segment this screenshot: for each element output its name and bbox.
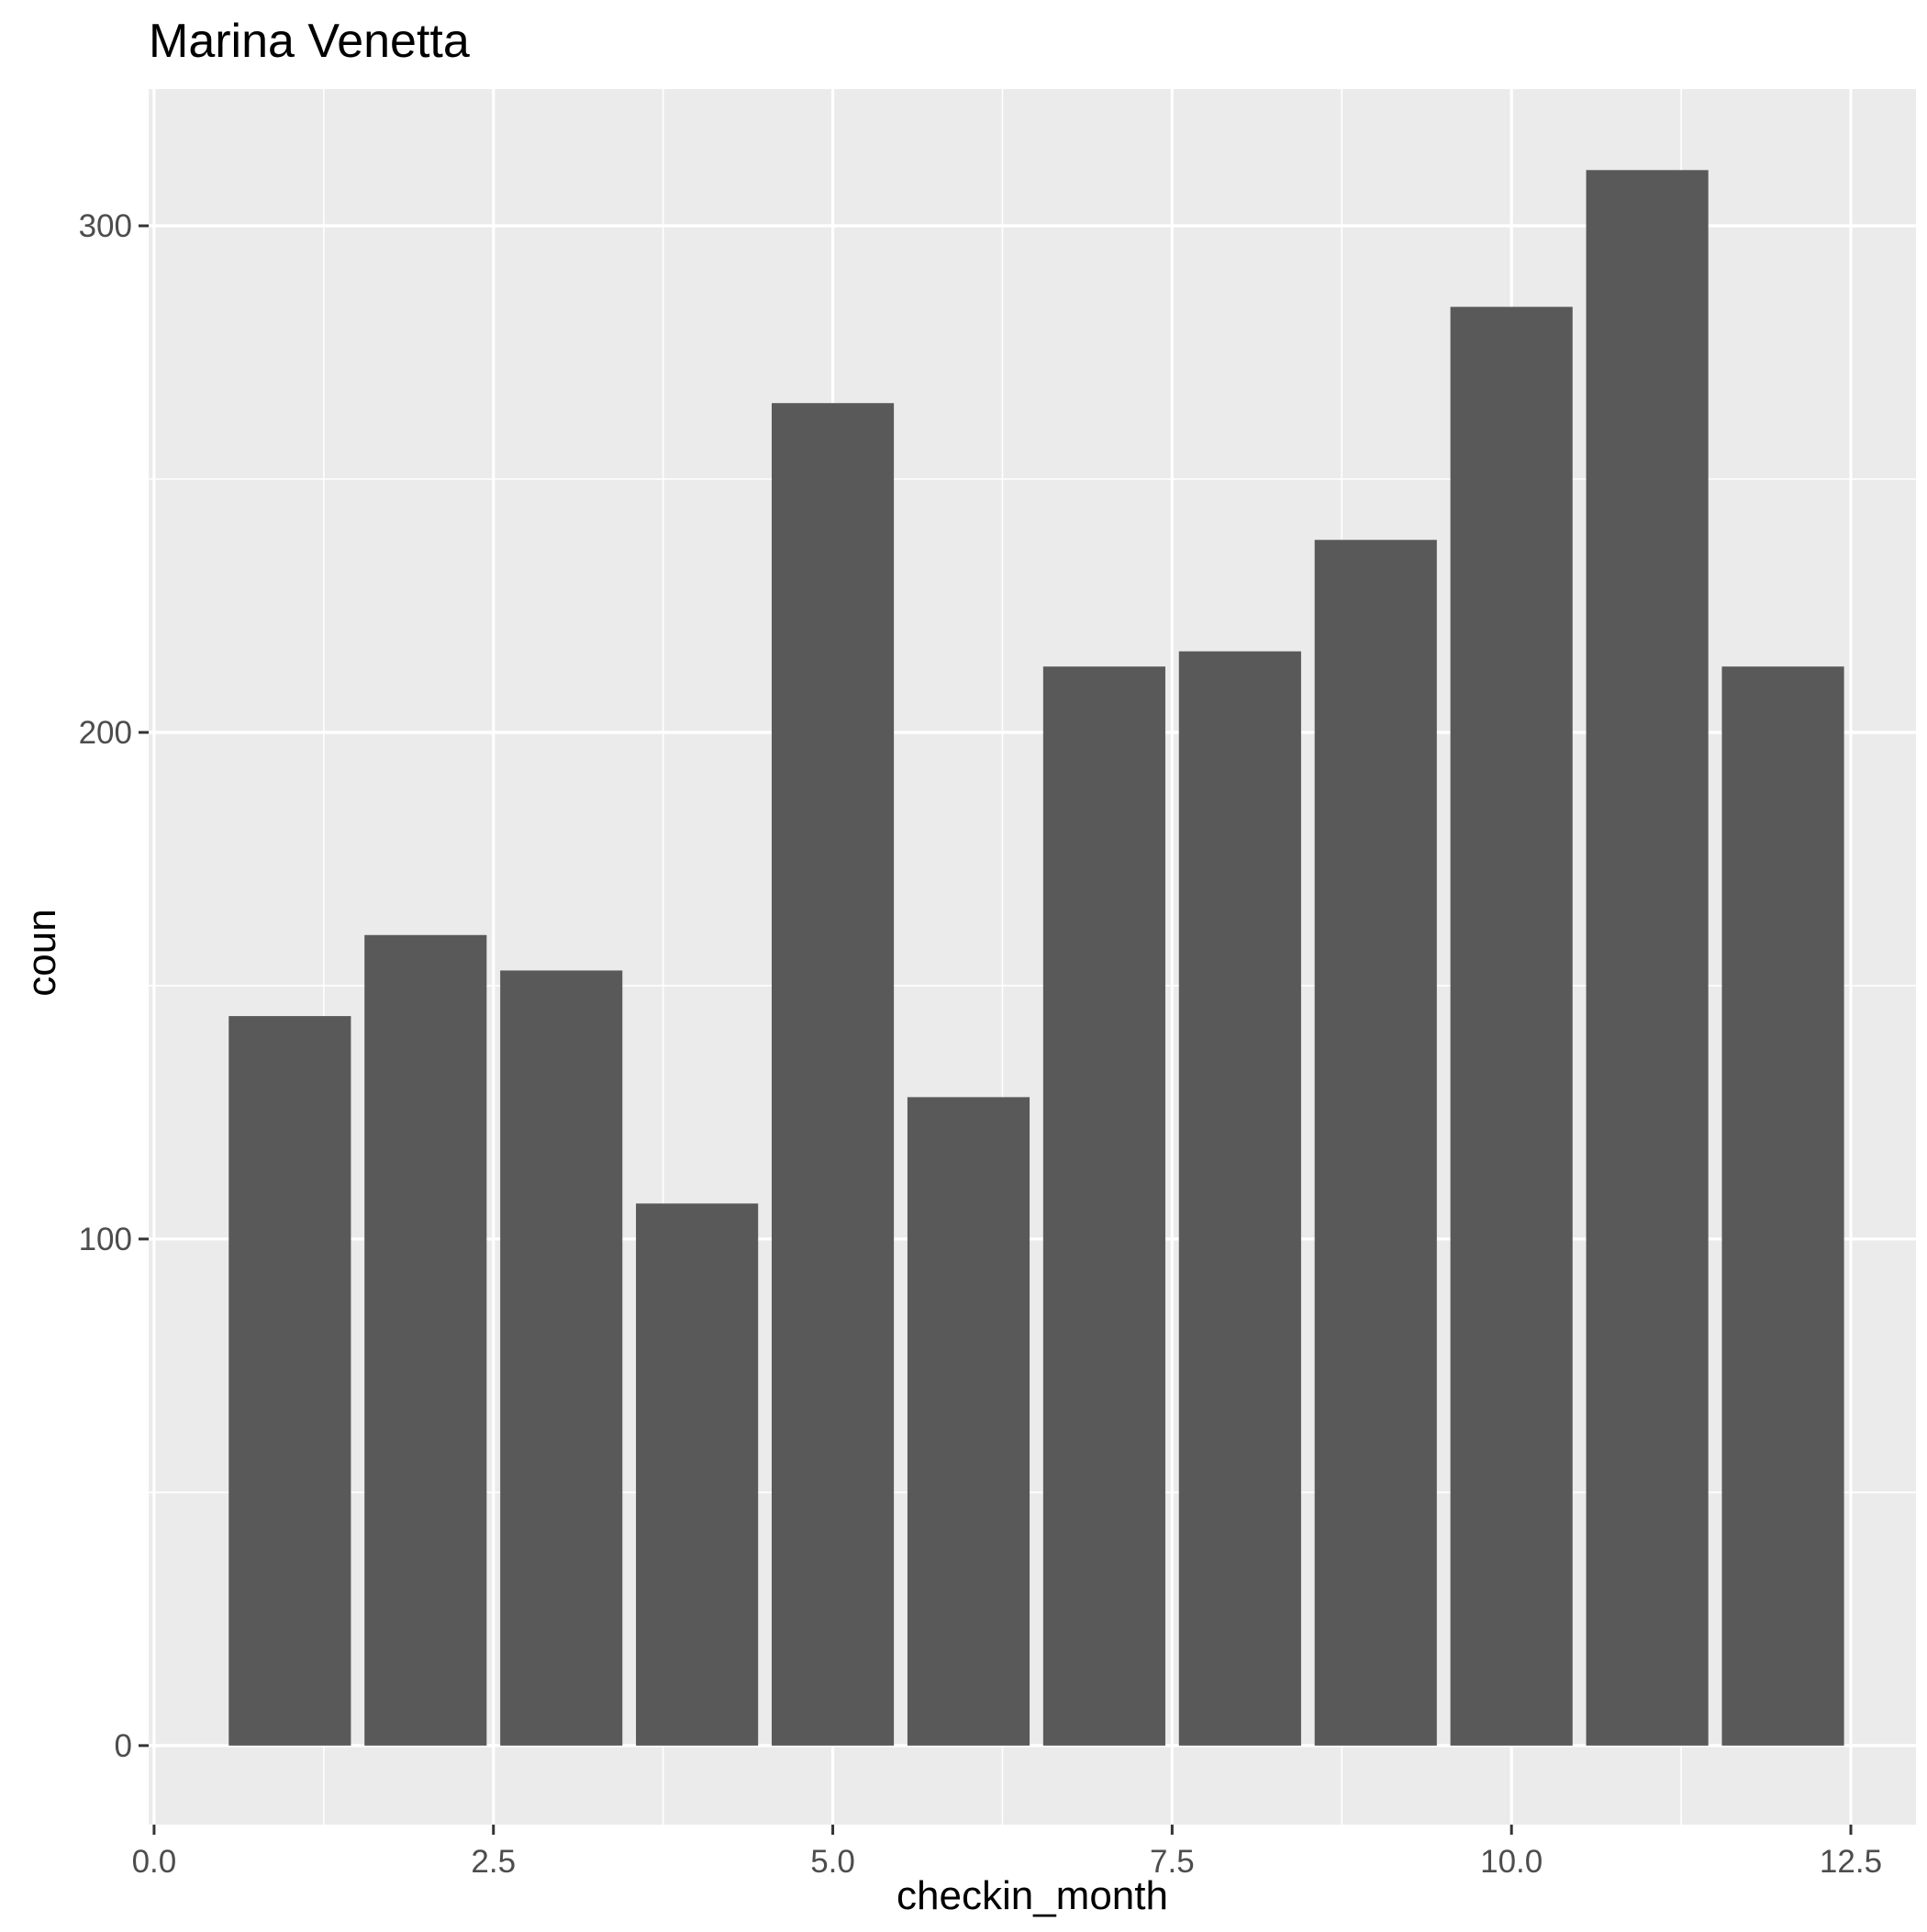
axes: 0.0 2.5 5.0 7.5 10.0 12.5 0 100 200 300: [79, 208, 1882, 1880]
y-tick-label: 100: [79, 1222, 132, 1257]
bar: [771, 403, 895, 1746]
y-axis-title: coun: [19, 909, 64, 996]
x-tick-label: 12.5: [1820, 1844, 1882, 1880]
chart-title: Marina Venetta: [149, 15, 470, 68]
bar: [1314, 540, 1437, 1746]
y-tick-label: 300: [79, 208, 132, 244]
x-tick-label: 7.5: [1150, 1844, 1195, 1880]
bar: [1586, 170, 1709, 1746]
bar: [500, 970, 623, 1746]
y-tick-label: 200: [79, 715, 132, 751]
x-tick-label: 0.0: [132, 1844, 177, 1880]
y-tick-label: 0: [115, 1728, 132, 1764]
bar: [636, 1203, 759, 1746]
x-tick-label: 2.5: [471, 1844, 516, 1880]
x-tick-label: 5.0: [810, 1844, 855, 1880]
x-tick-label: 10.0: [1480, 1844, 1543, 1880]
bar: [228, 1016, 351, 1746]
bar: [907, 1097, 1030, 1746]
bar: [364, 934, 487, 1746]
x-axis-title: checkin_month: [897, 1873, 1168, 1918]
bars: [228, 170, 1844, 1746]
bar: [1042, 666, 1165, 1746]
bar: [1721, 666, 1844, 1746]
bar: [1178, 651, 1301, 1746]
bar: [1450, 307, 1573, 1746]
